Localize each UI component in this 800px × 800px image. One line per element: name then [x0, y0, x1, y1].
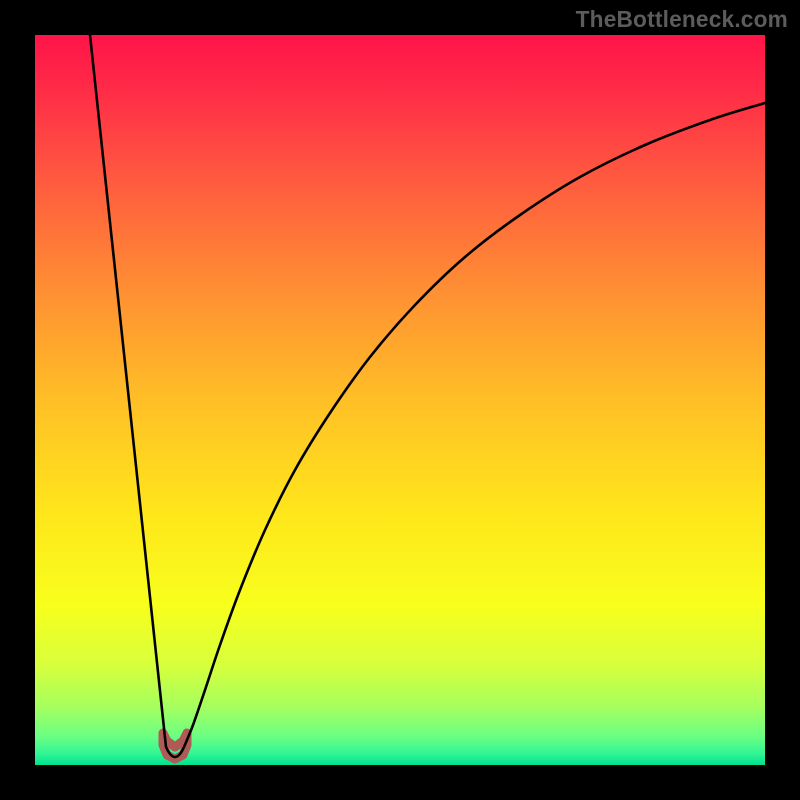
bottleneck-curve	[90, 35, 765, 757]
chart-frame: TheBottleneck.com	[0, 0, 800, 800]
curve-layer	[35, 35, 765, 765]
plot-area	[35, 35, 765, 765]
watermark-text: TheBottleneck.com	[576, 6, 788, 33]
